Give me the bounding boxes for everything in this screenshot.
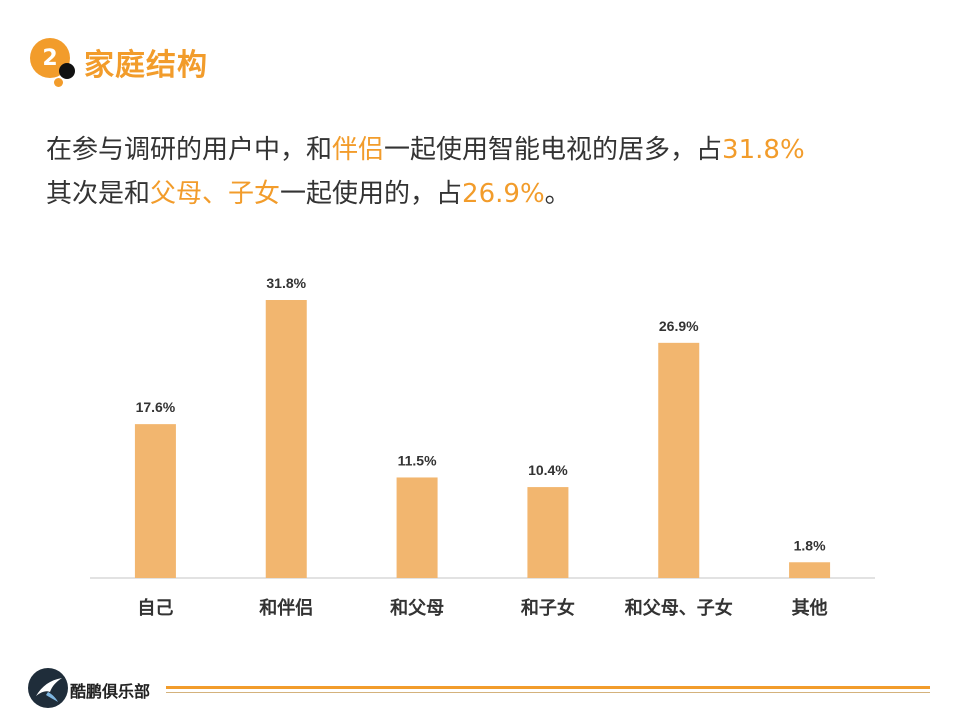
summary-line2-highlight-family: 父母、子女 — [150, 179, 281, 209]
summary-line2-highlight-pct: 26.9% — [462, 179, 545, 209]
bar-1 — [265, 300, 307, 578]
bar-4 — [658, 342, 700, 578]
bar-0 — [134, 424, 176, 578]
category-label-2: 和父母 — [390, 598, 444, 619]
bar-2 — [396, 477, 438, 578]
data-label-0: 17.6% — [136, 399, 176, 415]
data-label-1: 31.8% — [266, 275, 306, 291]
footer-brand-name: 酷鹏俱乐部 — [70, 682, 151, 701]
badge-small-dot-icon — [54, 78, 63, 87]
summary-line2-text-b: 一起使用的，占 — [280, 179, 463, 209]
summary-line2-text-a: 其次是和 — [46, 179, 151, 209]
footer-divider-thin — [166, 692, 930, 693]
bar-5 — [789, 562, 831, 578]
section-number-badge: 2 — [30, 38, 70, 78]
summary-text: 在参与调研的用户中，和伴侣一起使用智能电视的居多，占31.8% 其次是和父母、子… — [46, 128, 946, 216]
category-label-0: 自己 — [137, 597, 173, 619]
summary-line1-text-a: 在参与调研的用户中，和 — [46, 135, 333, 165]
summary-line-1: 在参与调研的用户中，和伴侣一起使用智能电视的居多，占31.8% — [46, 128, 946, 172]
bird-logo-shape — [36, 678, 62, 702]
data-label-2: 11.5% — [398, 452, 437, 468]
category-label-1: 和伴侣 — [259, 597, 313, 619]
summary-line1-highlight-partner: 伴侣 — [332, 135, 385, 165]
summary-line1-highlight-pct: 31.8% — [722, 135, 805, 165]
category-label-3: 和子女 — [521, 597, 575, 619]
data-label-5: 1.8% — [794, 537, 826, 553]
bird-logo-icon — [28, 668, 68, 708]
summary-line2-text-c: 。 — [544, 179, 571, 209]
category-label-4: 和父母、子女 — [625, 597, 733, 619]
data-label-4: 26.9% — [659, 318, 699, 334]
bar-3 — [527, 487, 569, 578]
category-label-5: 其他 — [792, 597, 828, 619]
summary-line1-text-b: 一起使用智能电视的居多，占 — [384, 135, 723, 165]
data-label-3: 10.4% — [528, 462, 568, 478]
section-title: 家庭结构 — [84, 48, 208, 83]
footer-divider — [166, 686, 930, 689]
badge-dot-icon — [59, 63, 75, 79]
summary-line-2: 其次是和父母、子女一起使用的，占26.9%。 — [46, 172, 946, 216]
